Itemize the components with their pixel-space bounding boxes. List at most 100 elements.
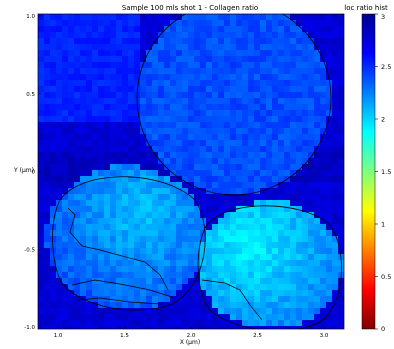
- heatmap-cell: [260, 74, 267, 81]
- heatmap-cell: [326, 206, 333, 213]
- heatmap-cell: [332, 146, 339, 153]
- heatmap-cell: [122, 50, 129, 57]
- heatmap-cell: [146, 194, 153, 201]
- heatmap-cell: [254, 164, 261, 171]
- heatmap-cell: [224, 254, 231, 261]
- heatmap-cell: [284, 320, 291, 327]
- heatmap-cell: [194, 44, 201, 51]
- heatmap-cell: [206, 14, 213, 21]
- heatmap-cell: [260, 38, 267, 45]
- heatmap-cell: [62, 50, 69, 57]
- heatmap-cell: [308, 284, 315, 291]
- heatmap-cell: [296, 86, 303, 93]
- heatmap-cell: [38, 290, 45, 297]
- heatmap-cell: [212, 320, 219, 327]
- heatmap-cell: [50, 158, 57, 165]
- heatmap-cell: [68, 314, 75, 321]
- heatmap-cell: [188, 146, 195, 153]
- heatmap-cell: [44, 194, 51, 201]
- heatmap-cell: [296, 272, 303, 279]
- heatmap-cell: [140, 86, 147, 93]
- heatmap-cell: [80, 200, 87, 207]
- heatmap-cell: [296, 92, 303, 99]
- heatmap-cell: [296, 38, 303, 45]
- heatmap-cell: [68, 248, 75, 255]
- heatmap-cell: [272, 122, 279, 129]
- heatmap-cell: [176, 44, 183, 51]
- heatmap-cell: [92, 56, 99, 63]
- heatmap-cell: [56, 188, 63, 195]
- heatmap-cell: [62, 224, 69, 231]
- heatmap-cell: [38, 14, 45, 21]
- heatmap-cell: [80, 44, 87, 51]
- heatmap-cell: [218, 200, 225, 207]
- heatmap-cell: [242, 308, 249, 315]
- heatmap-cell: [230, 80, 237, 87]
- heatmap-cell: [104, 290, 111, 297]
- heatmap-cell: [290, 200, 297, 207]
- heatmap-cell: [128, 164, 135, 171]
- heatmap-cell: [146, 242, 153, 249]
- heatmap-cell: [98, 92, 105, 99]
- heatmap-cell: [116, 14, 123, 21]
- heatmap-cell: [68, 110, 75, 117]
- heatmap-cell: [44, 62, 51, 69]
- heatmap-cell: [326, 326, 333, 329]
- heatmap-cell: [200, 260, 207, 267]
- heatmap-cell: [308, 26, 315, 33]
- heatmap-cell: [86, 26, 93, 33]
- heatmap-cell: [242, 56, 249, 63]
- heatmap-cell: [194, 146, 201, 153]
- heatmap-cell: [320, 86, 327, 93]
- heatmap-cell: [272, 32, 279, 39]
- heatmap-cell: [110, 104, 117, 111]
- heatmap-cell: [98, 74, 105, 81]
- heatmap-cell: [44, 86, 51, 93]
- heatmap-cell: [242, 92, 249, 99]
- heatmap-cell: [182, 254, 189, 261]
- heatmap-cell: [134, 254, 141, 261]
- heatmap-cell: [296, 266, 303, 273]
- heatmap-cell: [266, 320, 273, 327]
- heatmap-cell: [206, 164, 213, 171]
- heatmap-cell: [224, 140, 231, 147]
- heatmap-cell: [74, 290, 81, 297]
- heatmap-cell: [176, 26, 183, 33]
- heatmap-cell: [104, 122, 111, 129]
- heatmap-cell: [236, 116, 243, 123]
- heatmap-cell: [74, 170, 81, 177]
- heatmap-cell: [278, 128, 285, 135]
- heatmap-cell: [326, 20, 333, 27]
- heatmap-cell: [272, 320, 279, 327]
- heatmap-cell: [182, 50, 189, 57]
- heatmap-cell: [38, 218, 45, 225]
- heatmap-cell: [122, 314, 129, 321]
- heatmap-cell: [86, 122, 93, 129]
- heatmap-cell: [236, 236, 243, 243]
- heatmap-cell: [284, 254, 291, 261]
- heatmap-cell: [116, 308, 123, 315]
- heatmap-cell: [104, 266, 111, 273]
- heatmap-cell: [230, 92, 237, 99]
- heatmap-cell: [266, 50, 273, 57]
- heatmap-cell: [314, 200, 321, 207]
- heatmap-cell: [170, 320, 177, 327]
- heatmap-cell: [188, 200, 195, 207]
- heatmap-cell: [302, 56, 309, 63]
- heatmap-cell: [38, 176, 45, 183]
- heatmap-cell: [98, 110, 105, 117]
- heatmap-cell: [98, 236, 105, 243]
- heatmap-cell: [134, 80, 141, 87]
- heatmap-cell: [302, 248, 309, 255]
- heatmap-cell: [266, 218, 273, 225]
- heatmap-cell: [224, 242, 231, 249]
- heatmap-cell: [182, 80, 189, 87]
- heatmap-cell: [56, 272, 63, 279]
- heatmap-cell: [176, 248, 183, 255]
- heatmap-cell: [302, 176, 309, 183]
- heatmap-cell: [254, 86, 261, 93]
- heatmap-cell: [164, 266, 171, 273]
- heatmap-cell: [38, 170, 45, 177]
- heatmap-cell: [56, 230, 63, 237]
- heatmap-cell: [86, 14, 93, 21]
